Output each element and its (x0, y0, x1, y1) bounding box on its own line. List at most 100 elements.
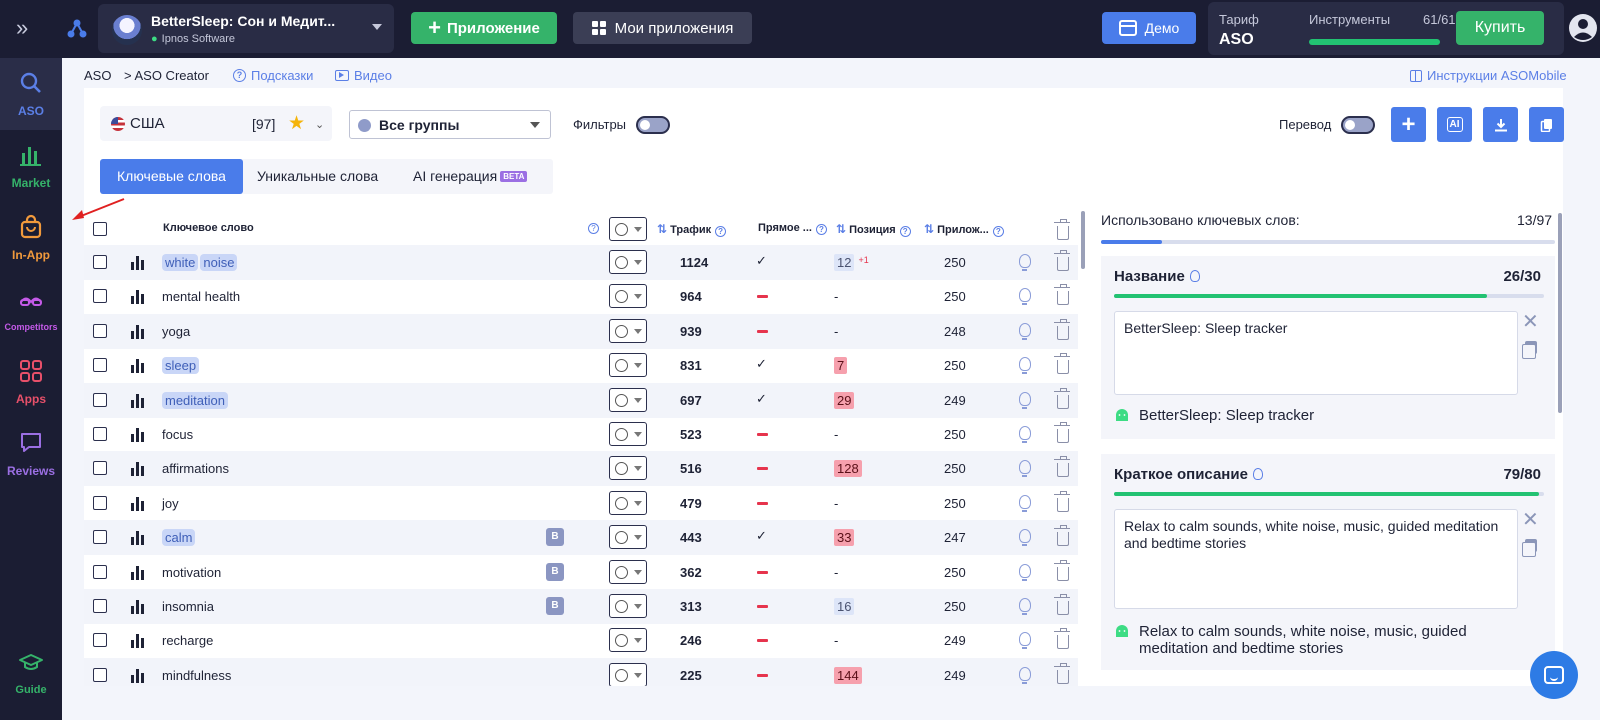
group-picker[interactable] (609, 353, 647, 378)
header-direct[interactable]: Прямое ...? (758, 222, 827, 235)
stats-icon[interactable] (131, 324, 145, 339)
bulb-icon[interactable] (1019, 391, 1031, 409)
group-picker[interactable] (609, 250, 647, 274)
table-scrollbar[interactable] (1081, 211, 1085, 269)
instructions-link[interactable]: Инструкции ASOMobile (1410, 68, 1567, 83)
expand-sidebar-icon[interactable]: » (16, 15, 29, 40)
add-app-button[interactable]: + Приложение (411, 12, 557, 44)
country-selector[interactable]: США [97] ★ ⌄ (100, 106, 332, 141)
app-selector[interactable]: BetterSleep: Сон и Медит... ● Ipnos Softw… (98, 4, 394, 53)
trash-icon[interactable] (1054, 422, 1070, 443)
trash-icon[interactable] (1054, 456, 1070, 478)
trash-icon[interactable] (1054, 284, 1070, 306)
logo-icon[interactable] (66, 18, 88, 40)
right-panel-scrollbar[interactable] (1558, 213, 1562, 413)
trash-icon[interactable] (1054, 594, 1070, 615)
keyword-chip[interactable]: calm (162, 529, 196, 547)
copy-icon[interactable] (1522, 341, 1537, 359)
sidebar-item-aso[interactable]: ASO (0, 58, 62, 130)
trash-icon[interactable] (1054, 318, 1070, 340)
stats-icon[interactable] (131, 634, 145, 649)
stats-icon[interactable] (131, 290, 145, 305)
row-checkbox[interactable] (93, 530, 107, 545)
download-button[interactable] (1483, 107, 1518, 142)
header-keyword[interactable]: Ключевое слово (163, 222, 254, 234)
add-keyword-button[interactable]: + (1391, 107, 1426, 142)
sidebar-item-in-app[interactable]: In-App (0, 202, 62, 274)
row-checkbox[interactable] (93, 461, 107, 476)
bulb-icon[interactable] (1019, 460, 1031, 478)
ai-button[interactable]: AI (1437, 107, 1472, 142)
bulb-icon[interactable] (1019, 563, 1031, 581)
group-picker[interactable] (609, 284, 647, 309)
group-picker[interactable] (609, 628, 647, 653)
star-icon[interactable]: ★ (288, 113, 306, 134)
bulb-icon[interactable] (1019, 494, 1031, 512)
group-picker[interactable] (609, 387, 647, 412)
my-apps-button[interactable]: Мои приложения (573, 12, 752, 44)
stats-icon[interactable] (131, 531, 145, 546)
table-row[interactable]: focus 523 - 250 (84, 417, 1078, 452)
row-checkbox[interactable] (93, 289, 107, 304)
row-checkbox[interactable] (93, 358, 107, 373)
row-checkbox[interactable] (93, 633, 107, 648)
stats-icon[interactable] (131, 462, 145, 477)
stats-icon[interactable] (131, 428, 145, 442)
copy-button[interactable] (1529, 107, 1564, 142)
keyword-chip[interactable]: meditation (162, 391, 228, 409)
short-description-input[interactable]: Relax to calm sounds, white noise, music… (1114, 509, 1518, 609)
hints-link[interactable]: ? Подсказки (233, 68, 313, 83)
keyword-chip[interactable]: sleep (162, 357, 200, 375)
bulb-icon[interactable] (1019, 288, 1031, 306)
stats-icon[interactable] (131, 600, 145, 614)
group-picker[interactable] (609, 525, 647, 550)
row-checkbox[interactable] (93, 427, 107, 441)
copy-icon[interactable] (1522, 539, 1537, 557)
table-row[interactable]: white noise 1124 ✓ 12 +1 250 (84, 245, 1078, 280)
demo-button[interactable]: Демо (1102, 12, 1196, 44)
group-picker[interactable] (609, 594, 647, 618)
video-link[interactable]: Видео (335, 68, 392, 83)
trash-icon[interactable] (1054, 250, 1070, 271)
buy-button[interactable]: Купить (1456, 11, 1544, 45)
group-picker[interactable] (609, 422, 647, 446)
bulb-icon[interactable] (1019, 254, 1031, 271)
bulb-icon[interactable] (1189, 270, 1200, 282)
trash-icon[interactable] (1054, 353, 1070, 375)
table-row[interactable]: affirmations 516 128 250 (84, 451, 1078, 487)
header-group-picker[interactable] (609, 217, 647, 241)
bulb-icon[interactable] (1019, 426, 1031, 443)
row-checkbox[interactable] (93, 564, 107, 579)
sidebar-item-guide[interactable]: Guide (0, 638, 62, 710)
tab-ai-generation[interactable]: AI генерация BETA (413, 159, 528, 194)
row-checkbox[interactable] (93, 392, 107, 407)
question-icon[interactable]: ? (815, 224, 827, 235)
header-traffic[interactable]: ⇅ Трафик? (657, 222, 727, 237)
stats-icon[interactable] (131, 359, 145, 374)
stats-icon[interactable] (131, 256, 145, 270)
table-row[interactable]: joy 479 - 250 (84, 486, 1078, 521)
table-row[interactable]: insomnia B 313 16 250 (84, 589, 1078, 624)
bulb-icon[interactable] (1019, 598, 1031, 615)
title-input[interactable]: BetterSleep: Sleep tracker (1114, 311, 1518, 395)
row-checkbox[interactable] (93, 255, 107, 269)
sidebar-item-reviews[interactable]: Reviews (0, 418, 62, 490)
table-row[interactable]: mental health 964 - 250 (84, 279, 1078, 314)
breadcrumb-root[interactable]: ASO (84, 68, 112, 83)
row-checkbox[interactable] (93, 667, 107, 682)
trash-icon[interactable] (1054, 387, 1070, 409)
trash-icon[interactable] (1054, 559, 1070, 581)
group-picker[interactable] (609, 318, 647, 343)
table-row[interactable]: sleep 831 ✓ 7 250 (84, 348, 1078, 383)
user-avatar-icon[interactable] (1568, 10, 1598, 46)
support-chat-button[interactable] (1530, 651, 1578, 699)
tab-unique-words[interactable]: Уникальные слова (257, 168, 379, 184)
trash-icon[interactable] (1054, 628, 1070, 650)
table-row[interactable]: recharge 246 - 249 (84, 623, 1078, 658)
question-icon[interactable]: ? (588, 223, 599, 234)
bulb-icon[interactable] (1019, 322, 1031, 340)
translate-toggle[interactable] (1341, 116, 1375, 134)
clear-icon[interactable]: ✕ (1522, 311, 1539, 333)
bulb-icon[interactable] (1252, 468, 1263, 480)
select-all-checkbox[interactable] (93, 222, 107, 236)
